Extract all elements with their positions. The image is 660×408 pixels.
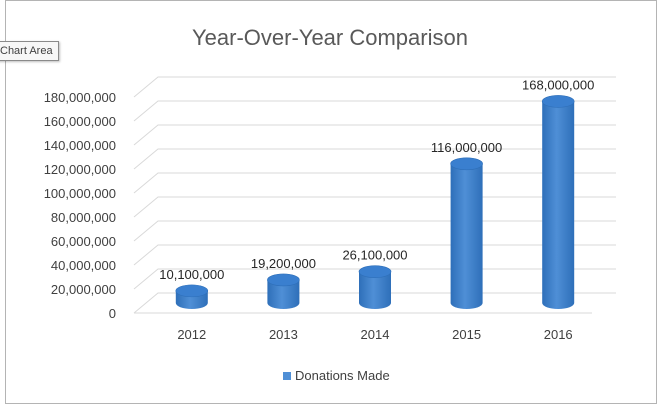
x-tick-label: 2015 (452, 327, 481, 342)
gridlines (133, 76, 616, 314)
bar-2013[interactable] (267, 273, 300, 309)
chart-area-tooltip: Chart Area (0, 41, 59, 61)
chart-svg: Year-Over-Year Comparison 0 20,000,000 40,… (44, 25, 616, 383)
bar-top (450, 157, 483, 171)
x-axis-tick-labels: 2012 2013 2014 2015 2016 (177, 327, 572, 342)
bar-top (541, 95, 575, 108)
bar-body (359, 271, 391, 309)
bar-2012[interactable] (175, 284, 209, 309)
gridline (133, 76, 616, 98)
data-label: 168,000,000 (522, 77, 594, 92)
data-label: 116,000,000 (431, 140, 502, 155)
bar-body (542, 101, 575, 310)
y-tick-label: 140,000,000 (44, 138, 116, 153)
legend-swatch (283, 372, 291, 380)
bars (175, 95, 575, 310)
bar-body (450, 163, 483, 309)
y-tick-label: 60,000,000 (51, 234, 116, 249)
legend[interactable]: Donations Made (283, 368, 390, 383)
y-tick-label: 20,000,000 (51, 282, 116, 297)
gridline (133, 148, 616, 170)
y-tick-label: 120,000,000 (44, 162, 116, 177)
data-labels: 10,100,000 19,200,000 26,100,000 116,000,00… (159, 77, 594, 281)
x-tick-label: 2012 (177, 327, 206, 342)
x-tick-label: 2016 (544, 327, 573, 342)
data-label: 19,200,000 (251, 256, 316, 271)
y-tick-label: 160,000,000 (44, 114, 116, 129)
y-tick-label: 100,000,000 (44, 186, 116, 201)
data-label: 26,100,000 (342, 248, 407, 263)
y-tick-label: 80,000,000 (51, 210, 116, 225)
gridline (133, 100, 616, 122)
bar-2014[interactable] (358, 265, 392, 309)
bar-top (358, 265, 392, 278)
legend-label-donations-made: Donations Made (295, 368, 390, 383)
bar-body (267, 279, 300, 309)
y-tick-label: 0 (109, 306, 116, 321)
y-axis-tick-labels: 0 20,000,000 40,000,000 60,000,000 80,000,00… (44, 90, 116, 321)
data-label: 10,100,000 (159, 267, 224, 282)
x-tick-label: 2013 (269, 327, 298, 342)
bar-top (267, 273, 300, 287)
bar-2015[interactable] (450, 157, 483, 309)
gridline (133, 124, 616, 146)
bar-2016[interactable] (541, 95, 575, 310)
y-tick-label: 180,000,000 (44, 90, 116, 105)
x-tick-label: 2014 (361, 327, 390, 342)
bar-top (175, 284, 209, 298)
chart-title: Year-Over-Year Comparison (192, 25, 468, 50)
y-tick-label: 40,000,000 (51, 258, 116, 273)
chart-area[interactable]: Year-Over-Year Comparison 0 20,000,000 40,… (5, 0, 657, 404)
